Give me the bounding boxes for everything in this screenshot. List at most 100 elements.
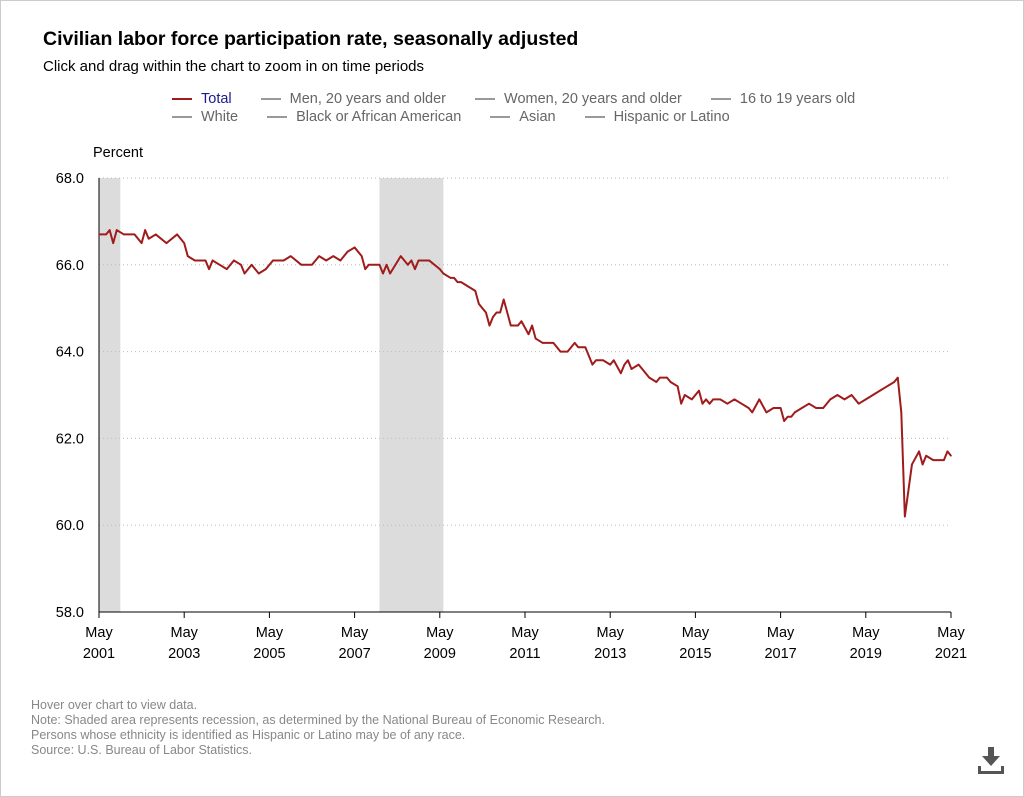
y-tick-label: 66.0: [56, 258, 84, 274]
legend-label: Women, 20 years and older: [504, 91, 682, 107]
data-point: [272, 259, 274, 262]
x-tick-month: May: [341, 625, 369, 641]
data-point: [655, 381, 658, 383]
data-point: [740, 402, 743, 405]
data-point: [353, 246, 356, 249]
data-point: [896, 376, 899, 379]
data-point: [485, 311, 487, 314]
data-point: [946, 450, 949, 453]
data-point: [808, 402, 810, 405]
y-tick-label: 62.0: [56, 431, 84, 447]
data-point: [644, 372, 647, 375]
data-point: [218, 264, 221, 266]
data-point: [456, 281, 459, 283]
x-tick-month: May: [85, 625, 113, 641]
data-point: [815, 407, 817, 409]
data-point: [786, 415, 789, 418]
data-point: [683, 394, 686, 396]
data-point: [566, 350, 569, 353]
x-axis-ticks: May 2001 May 2003 May 2005 May 2007 May 2009 May 20…: [83, 612, 967, 662]
data-point: [765, 411, 768, 414]
data-point: [893, 381, 895, 383]
data-point: [123, 233, 125, 236]
download-button[interactable]: [975, 744, 1007, 776]
x-tick-year: 2011: [509, 646, 540, 662]
legend-swatch: [172, 116, 192, 118]
data-point: [591, 363, 594, 366]
legend-swatch: [490, 116, 511, 118]
legend-item-black[interactable]: Black or African American: [267, 109, 461, 125]
legend-item-total[interactable]: Total: [172, 91, 232, 107]
data-point: [325, 259, 328, 262]
data-point: [918, 450, 920, 453]
data-point: [790, 415, 793, 418]
data-point: [332, 255, 335, 257]
data-point: [747, 407, 750, 409]
data-point: [378, 264, 381, 266]
data-point: [872, 394, 874, 396]
legend-row-2: White Black or African American Asian Hi…: [172, 108, 759, 126]
data-point: [609, 363, 611, 366]
data-point: [467, 285, 470, 288]
data-point: [453, 277, 455, 279]
data-point: [751, 411, 753, 414]
data-point: [449, 277, 452, 279]
data-point: [481, 307, 484, 310]
data-point: [108, 229, 111, 231]
legend-swatch: [267, 116, 288, 118]
data-point: [637, 363, 640, 366]
data-point: [243, 272, 246, 275]
data-point: [712, 398, 714, 401]
data-point: [939, 459, 942, 461]
data-point: [439, 268, 441, 270]
y-tick-label: 60.0: [56, 518, 84, 534]
legend-item-women-20-older[interactable]: Women, 20 years and older: [475, 91, 682, 107]
legend-item-16-to-19[interactable]: 16 to 19 years old: [710, 91, 855, 107]
y-axis-ticks: 58.0 60.0 62.0 64.0 66.0 68.0: [56, 171, 84, 621]
x-tick-month: May: [511, 625, 539, 641]
data-point: [240, 264, 242, 266]
legend-item-white[interactable]: White: [172, 109, 238, 125]
x-tick-month: May: [767, 625, 795, 641]
x-tick-year: 2009: [424, 646, 456, 662]
legend-item-men-20-older[interactable]: Men, 20 years and older: [260, 91, 446, 107]
data-point: [921, 463, 924, 466]
data-point: [772, 407, 775, 409]
line-chart[interactable]: Percent 58.0 60.0 62.0 64.0 66.0 68.0 May 2001…: [0, 0, 1024, 690]
legend-item-asian[interactable]: Asian: [490, 109, 556, 125]
data-point: [233, 259, 235, 262]
data-point: [257, 272, 260, 275]
legend-label: Total: [201, 91, 232, 107]
x-tick-month: May: [682, 625, 710, 641]
data-point: [282, 259, 285, 262]
data-point: [502, 298, 505, 301]
x-tick-year: 2001: [83, 646, 115, 662]
data-point: [925, 454, 927, 457]
x-tick-year: 2019: [850, 646, 882, 662]
data-point: [98, 233, 100, 236]
x-tick-year: 2005: [253, 646, 285, 662]
data-point: [595, 359, 597, 362]
data-point: [165, 242, 168, 244]
data-point: [318, 255, 320, 257]
data-point: [691, 398, 693, 401]
chart-title: Civilian labor force participation rate,…: [43, 28, 579, 50]
data-point: [669, 381, 672, 383]
data-point: [758, 398, 761, 401]
data-point: [708, 402, 711, 405]
data-point: [488, 324, 491, 327]
chart-subtitle: Click and drag within the chart to zoom …: [43, 58, 425, 75]
y-tick-label: 58.0: [56, 605, 84, 621]
legend-item-hispanic[interactable]: Hispanic or Latino: [584, 109, 730, 125]
x-tick-month: May: [852, 625, 880, 641]
data-point: [602, 359, 604, 362]
data-point: [733, 398, 736, 401]
data-point: [176, 233, 178, 236]
data-point: [911, 463, 913, 466]
x-tick-month: May: [170, 625, 198, 641]
data-point: [719, 398, 722, 401]
data-point: [517, 324, 519, 327]
data-point: [289, 255, 292, 257]
data-point: [705, 398, 707, 401]
data-point: [843, 398, 846, 401]
